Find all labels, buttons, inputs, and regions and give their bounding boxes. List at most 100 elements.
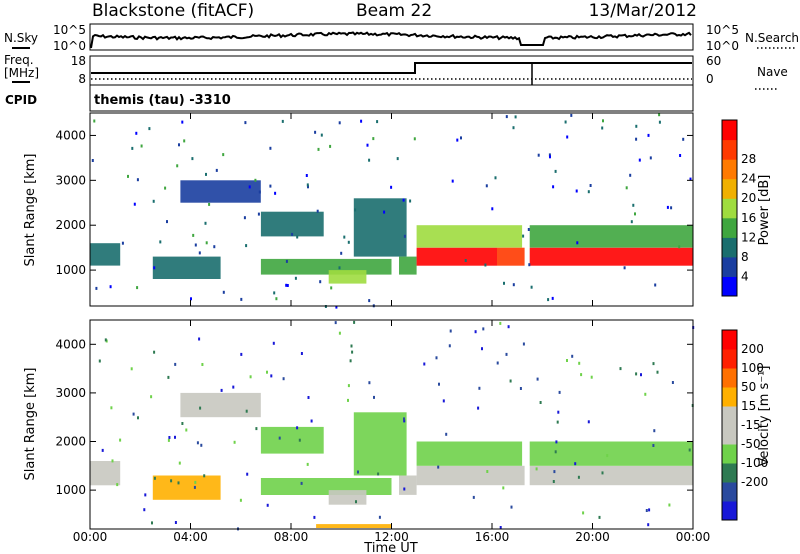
data-region-6 — [353, 412, 407, 476]
scatter-point — [647, 133, 650, 137]
scatter-point — [167, 438, 170, 442]
scatter-point — [185, 428, 188, 432]
power-data-cells — [90, 113, 693, 309]
scatter-point — [167, 375, 170, 379]
scatter-point — [330, 286, 333, 290]
scatter-point — [527, 228, 530, 231]
y-tick-label: 4000 — [55, 128, 86, 142]
scatter-point — [148, 127, 151, 131]
velocity-y-axis: 1000 2000 3000 4000 — [55, 337, 693, 497]
scatter-point — [249, 375, 252, 379]
scatter-point — [522, 234, 525, 238]
scatter-point — [678, 245, 681, 249]
cpid-frame — [89, 84, 694, 112]
colorbar-swatch — [722, 120, 737, 141]
scatter-point — [243, 216, 246, 220]
scatter-point — [571, 354, 574, 358]
scatter-point — [403, 417, 405, 421]
colorbar-swatch — [722, 217, 737, 238]
data-region-7 — [399, 475, 417, 495]
scatter-point — [178, 143, 180, 147]
scatter-point — [547, 298, 550, 302]
scatter-point — [300, 352, 303, 355]
scatter-point — [340, 251, 343, 255]
scatter-point — [178, 461, 181, 465]
scatter-point — [347, 398, 349, 402]
scatter-point — [464, 259, 467, 262]
scatter-point — [296, 235, 299, 239]
scatter-point — [111, 459, 114, 463]
scatter-point — [644, 392, 647, 396]
scatter-point — [403, 419, 406, 423]
scatter-point — [257, 212, 260, 216]
scatter-point — [601, 471, 604, 475]
scatter-point — [549, 155, 551, 159]
scatter-point — [582, 511, 585, 515]
data-region-9 — [416, 441, 523, 466]
colorbar-tick-label: 50 — [741, 380, 756, 394]
scatter-point — [423, 362, 426, 366]
colorbar-swatch — [722, 330, 737, 350]
scatter-point — [587, 190, 590, 194]
scatter-point — [270, 374, 273, 378]
data-region-11 — [529, 441, 693, 466]
scatter-point — [552, 480, 555, 483]
scatter-point — [456, 138, 459, 142]
scatter-point — [101, 448, 104, 452]
scatter-point — [199, 406, 202, 410]
scatter-point — [278, 436, 281, 440]
data-region-11 — [529, 247, 693, 266]
power-ylabel: Slant Range [km] — [23, 154, 38, 267]
scatter-point — [191, 157, 194, 161]
noise-left-tick-bottom: 10^0 — [53, 39, 86, 53]
scatter-point — [298, 438, 301, 442]
scatter-point — [396, 157, 399, 161]
scatter-point — [566, 135, 569, 139]
scatter-point — [232, 385, 235, 389]
scatter-point — [168, 436, 171, 439]
scatter-point — [255, 427, 258, 431]
scatter-point — [510, 505, 513, 509]
scatter-point — [349, 359, 352, 363]
power-y-axis: 1000 2000 3000 4000 — [55, 128, 693, 277]
data-region-4 — [260, 258, 392, 275]
scatter-point — [652, 444, 655, 447]
colorbar-tick-label: -50 — [741, 437, 761, 451]
scatter-point — [635, 372, 638, 376]
scatter-point — [536, 377, 539, 381]
scatter-point — [486, 470, 489, 473]
scatter-point — [104, 338, 107, 342]
scatter-point — [110, 406, 113, 410]
scatter-point — [286, 284, 289, 287]
scatter-point — [190, 297, 192, 301]
freq-line — [91, 62, 692, 74]
scatter-point — [245, 409, 248, 413]
scatter-point — [244, 121, 247, 125]
noise-panel-frame — [89, 23, 694, 51]
data-region-1 — [152, 256, 221, 279]
scatter-point — [98, 359, 101, 363]
noise-left-label: N.Sky — [4, 31, 38, 45]
colorbar-swatch — [722, 198, 737, 219]
scatter-point — [413, 137, 416, 141]
scatter-point — [460, 136, 462, 140]
scatter-point — [347, 384, 350, 388]
scatter-point — [477, 406, 480, 410]
scatter-point — [353, 320, 356, 324]
scatter-point — [269, 184, 272, 188]
x-tick-label: 12:00 — [374, 530, 409, 544]
power-colorbar-label: Power [dB] — [757, 175, 772, 246]
scatter-point — [177, 481, 180, 485]
scatter-point — [472, 495, 475, 499]
scatter-point — [133, 202, 136, 206]
y-tick-label: 3000 — [55, 386, 86, 400]
scatter-point — [671, 381, 674, 384]
scatter-point — [656, 370, 659, 374]
nave-label: Nave — [757, 65, 788, 79]
y-tick-label: 2000 — [55, 435, 86, 449]
y-tick-label: 1000 — [55, 483, 86, 497]
noise-panel: N.Sky 10^5 10^0 10^5 10^0 N.Search — [4, 23, 799, 53]
freq-panel-frame — [89, 55, 694, 86]
scatter-point — [170, 479, 173, 483]
scatter-point — [530, 285, 533, 289]
